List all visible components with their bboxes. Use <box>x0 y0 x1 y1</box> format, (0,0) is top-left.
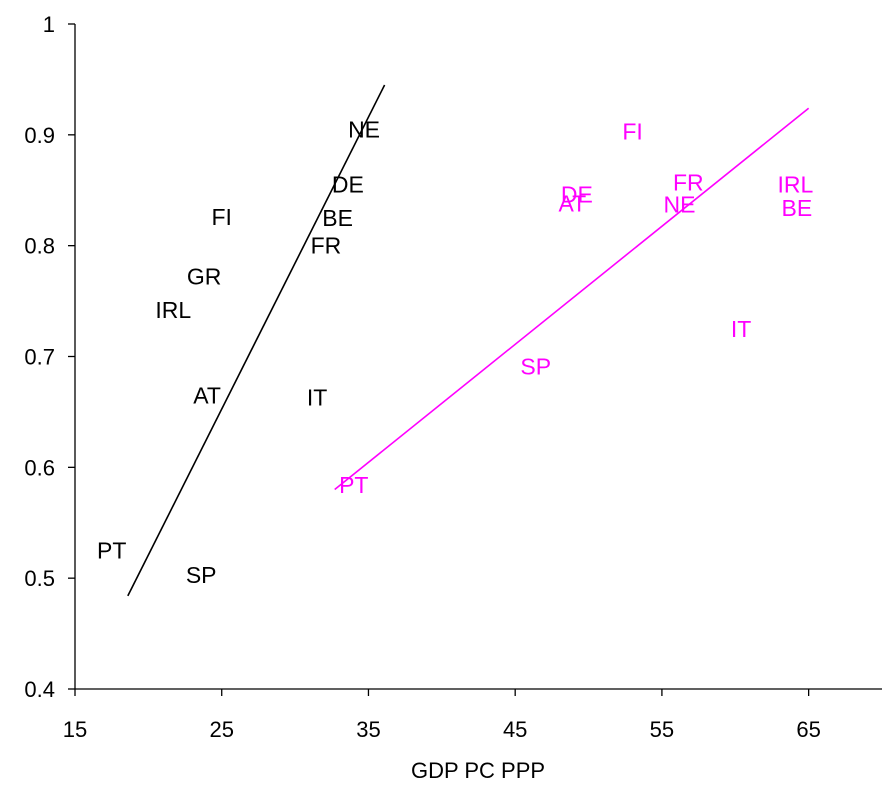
y-tick-label: 0.6 <box>24 455 55 480</box>
x-tick-label: 15 <box>63 717 87 742</box>
point-label-be: BE <box>322 205 353 231</box>
point-label-de: DE <box>332 172 364 198</box>
point-label-ne: NE <box>664 192 696 218</box>
x-tick-label: 25 <box>209 717 233 742</box>
y-tick-label: 0.9 <box>24 123 55 148</box>
point-label-fr: FR <box>673 169 704 195</box>
x-axis-title: GDP PC PPP <box>411 758 545 783</box>
point-label-sp: SP <box>520 353 551 379</box>
x-tick-label: 65 <box>796 717 820 742</box>
point-label-fr: FR <box>311 233 342 259</box>
point-label-sp: SP <box>186 562 217 588</box>
x-tick-label: 35 <box>356 717 380 742</box>
y-tick-label: 0.8 <box>24 234 55 259</box>
y-tick-label: 1 <box>43 12 55 37</box>
point-label-de: DE <box>561 182 593 208</box>
x-tick-label: 55 <box>650 717 674 742</box>
y-tick-label: 0.4 <box>24 677 55 702</box>
point-label-fi: FI <box>622 119 642 145</box>
point-label-ne: NE <box>348 116 380 142</box>
point-label-it: IT <box>307 385 327 411</box>
point-label-at: AT <box>193 382 221 408</box>
point-label-at: AT <box>559 191 587 217</box>
point-label-gr: GR <box>187 264 222 290</box>
point-label-be: BE <box>782 195 813 221</box>
trendline-series-2 <box>334 107 810 491</box>
y-tick-label: 0.5 <box>24 566 55 591</box>
point-label-irl: IRL <box>155 297 191 323</box>
point-label-fi: FI <box>212 204 232 230</box>
point-label-it: IT <box>731 316 751 342</box>
trendline-series-1 <box>127 84 386 597</box>
point-label-irl: IRL <box>778 172 814 198</box>
y-tick-label: 0.7 <box>24 345 55 370</box>
x-tick-label: 45 <box>503 717 527 742</box>
point-label-pt: PT <box>339 472 368 498</box>
point-label-pt: PT <box>97 537 126 563</box>
